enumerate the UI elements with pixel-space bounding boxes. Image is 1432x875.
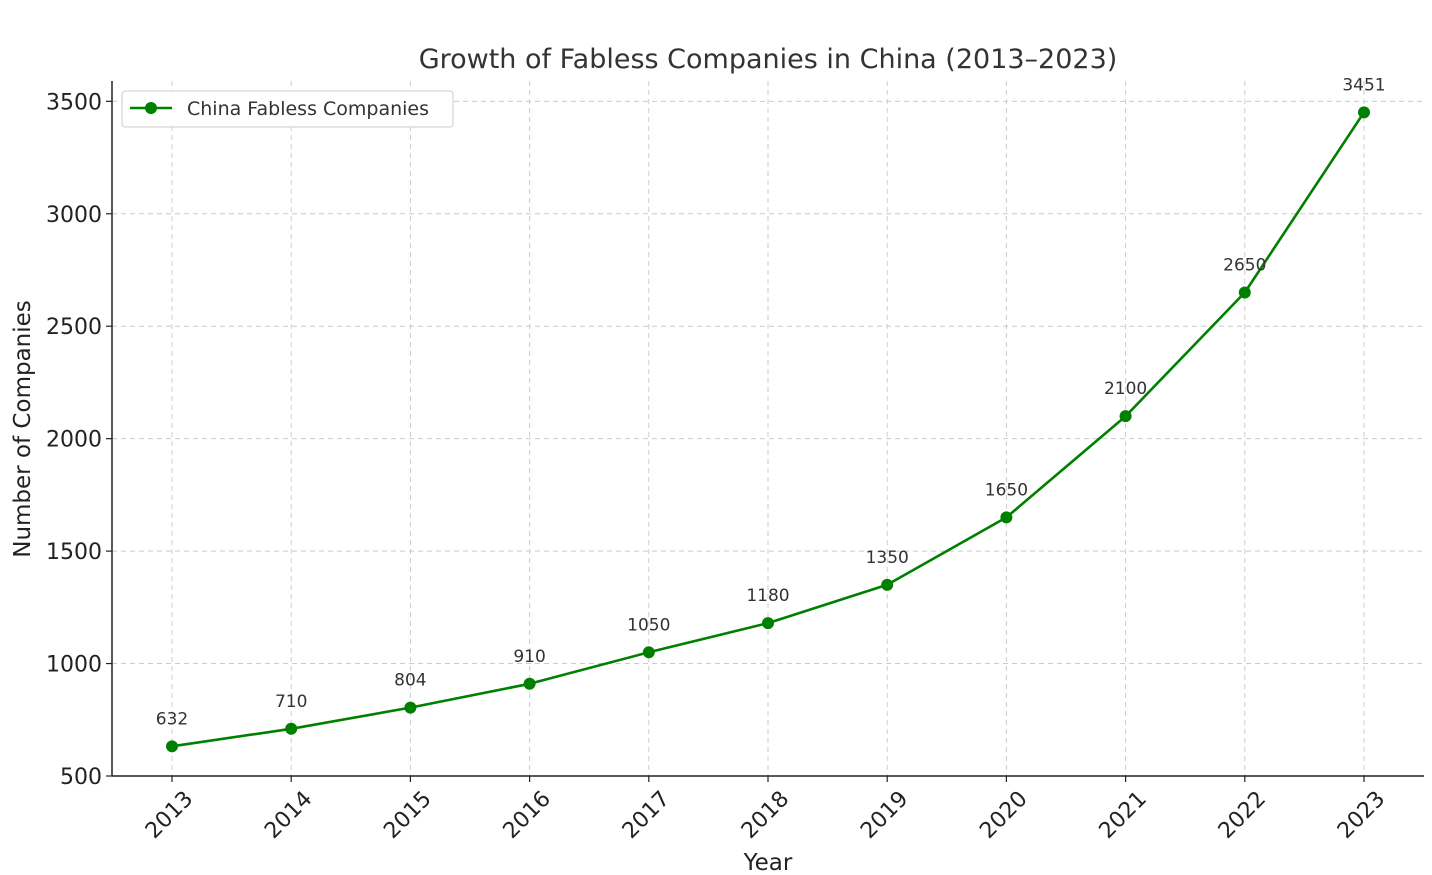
y-tick-label: 1000 [46, 653, 102, 678]
y-tick-label: 2000 [46, 428, 102, 453]
data-point [1358, 106, 1370, 119]
chart-title: Growth of Fabless Companies in China (20… [419, 44, 1118, 75]
data-labels: 632 710 804 910 1050 1180 1350 1650 2100 2650 3451 [156, 75, 1386, 729]
data-label: 804 [394, 671, 426, 691]
data-point [762, 617, 774, 630]
y-tick-label: 500 [60, 765, 102, 790]
data-point [1238, 286, 1251, 299]
data-label: 710 [275, 692, 307, 712]
data-point [1119, 410, 1132, 423]
y-axis-label: Number of Companies [10, 300, 36, 558]
data-label: 1650 [985, 480, 1028, 500]
x-tick-label: 2023 [1333, 787, 1390, 844]
x-axis-ticks: 2013 2014 2015 2016 2017 2018 2019 2020 2021 2022… [141, 776, 1390, 844]
y-tick-label: 3000 [46, 203, 102, 228]
legend-box [121, 90, 454, 128]
data-label: 2100 [1104, 379, 1147, 399]
data-points [166, 106, 1370, 753]
y-axis-ticks: 500 1000 1500 2000 2500 3000 3500 [46, 90, 112, 790]
x-tick-label: 2019 [856, 787, 913, 844]
x-tick-label: 2016 [499, 787, 556, 844]
x-tick-label: 2018 [737, 787, 794, 844]
data-point [404, 701, 417, 714]
data-point [642, 646, 655, 659]
legend-marker [145, 102, 157, 114]
data-label: 632 [156, 709, 188, 729]
y-tick-label: 3500 [46, 90, 102, 115]
data-point [523, 677, 536, 690]
x-tick-label: 2022 [1214, 787, 1271, 844]
legend-label: China Fabless Companies [187, 98, 429, 120]
y-tick-label: 1500 [46, 540, 102, 565]
data-label: 1350 [866, 548, 909, 568]
y-tick-label: 2500 [46, 315, 102, 340]
x-tick-label: 2015 [379, 787, 436, 844]
data-label: 1050 [627, 615, 670, 635]
x-tick-label: 2017 [618, 787, 675, 844]
data-label: 1180 [746, 586, 789, 606]
x-tick-label: 2020 [975, 787, 1032, 844]
x-tick-label: 2014 [260, 787, 317, 844]
data-label: 3451 [1342, 75, 1385, 95]
data-label: 2650 [1223, 255, 1266, 275]
data-point [1000, 511, 1013, 524]
x-tick-label: 2013 [141, 787, 198, 844]
data-label: 910 [513, 647, 545, 667]
legend: China Fabless Companies [121, 90, 454, 128]
data-point [881, 578, 894, 591]
data-point [285, 722, 298, 735]
grid-lines [112, 81, 1424, 776]
x-axis-label: Year [743, 850, 793, 875]
x-tick-label: 2021 [1095, 787, 1152, 844]
data-point [166, 740, 178, 753]
